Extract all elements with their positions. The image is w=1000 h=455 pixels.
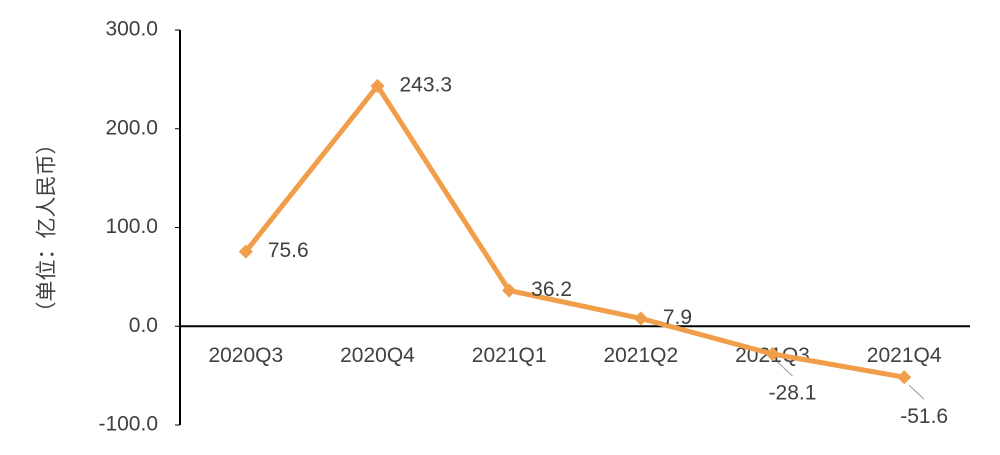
y-tick-label: 200.0 [105, 116, 158, 139]
data-label: 75.6 [268, 239, 309, 262]
x-tick-label: 2021Q2 [603, 344, 678, 367]
x-tick-label: 2021Q1 [472, 344, 547, 367]
y-tick-label: 300.0 [105, 18, 158, 41]
data-label: -28.1 [769, 382, 817, 405]
marker [765, 346, 780, 362]
leader-line [777, 361, 793, 377]
x-tick-label: 2020Q3 [208, 344, 283, 367]
x-tick-label: 2020Q4 [340, 344, 415, 367]
data-label: -51.6 [900, 405, 948, 428]
marker [633, 311, 648, 326]
y-tick-label: 0.0 [129, 314, 158, 337]
marker [238, 244, 253, 259]
marker [897, 370, 912, 385]
x-tick-label: 2021Q4 [867, 344, 942, 367]
y-tick-label: -100.0 [98, 413, 158, 436]
y-axis-title: （单位：亿人民币） [36, 134, 59, 323]
y-tick-label: 100.0 [105, 215, 158, 238]
marker [370, 78, 385, 94]
line [243, 83, 905, 380]
leader-line [908, 384, 925, 400]
data-label: 36.2 [531, 278, 572, 301]
data-label: 7.9 [663, 306, 692, 329]
data-label: 243.3 [400, 74, 453, 97]
